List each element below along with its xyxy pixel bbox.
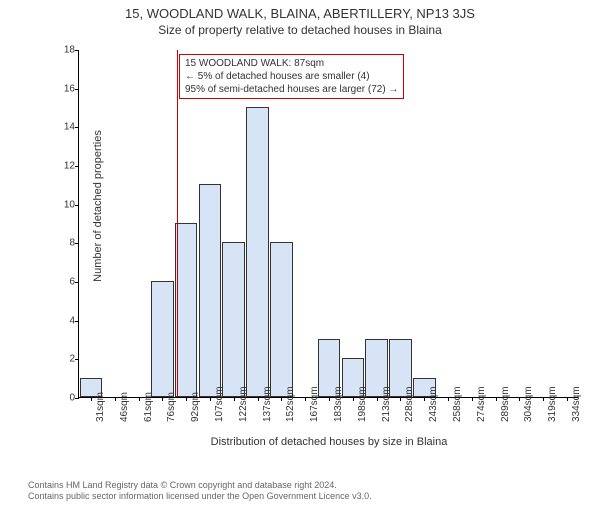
y-tick-label: 0 bbox=[51, 393, 75, 404]
y-tick-mark bbox=[75, 166, 79, 167]
y-tick-mark bbox=[75, 398, 79, 399]
y-tick-label: 14 bbox=[51, 122, 75, 133]
histogram-bar bbox=[222, 242, 245, 397]
x-tick-label: 274sqm bbox=[476, 386, 487, 422]
reference-line bbox=[177, 50, 178, 397]
y-tick-label: 10 bbox=[51, 199, 75, 210]
y-tick-mark bbox=[75, 243, 79, 244]
info-line-1: 15 WOODLAND WALK: 87sqm bbox=[185, 57, 398, 70]
x-tick-mark bbox=[496, 397, 497, 401]
y-tick-label: 16 bbox=[51, 83, 75, 94]
x-tick-mark bbox=[472, 397, 473, 401]
x-tick-mark bbox=[281, 397, 282, 401]
y-tick-mark bbox=[75, 205, 79, 206]
y-tick-label: 18 bbox=[51, 45, 75, 56]
x-tick-mark bbox=[210, 397, 211, 401]
x-tick-label: 31sqm bbox=[95, 392, 106, 422]
reference-info-box: 15 WOODLAND WALK: 87sqm ← 5% of detached… bbox=[179, 54, 404, 99]
y-tick-mark bbox=[75, 282, 79, 283]
histogram-bar bbox=[199, 184, 222, 397]
info-line-3: 95% of semi-detached houses are larger (… bbox=[185, 83, 398, 96]
y-tick-mark bbox=[75, 321, 79, 322]
y-tick-mark bbox=[75, 89, 79, 90]
x-tick-mark bbox=[329, 397, 330, 401]
chart-container: Number of detached properties 15 WOODLAN… bbox=[50, 50, 580, 440]
x-tick-mark bbox=[139, 397, 140, 401]
x-tick-mark bbox=[234, 397, 235, 401]
x-tick-label: 289sqm bbox=[500, 386, 511, 422]
x-axis-label: Distribution of detached houses by size … bbox=[78, 436, 580, 458]
x-tick-label: 304sqm bbox=[523, 386, 534, 422]
x-tick-label: 334sqm bbox=[571, 386, 582, 422]
y-tick-mark bbox=[75, 359, 79, 360]
x-tick-mark bbox=[377, 397, 378, 401]
y-tick-label: 6 bbox=[51, 277, 75, 288]
x-tick-mark bbox=[424, 397, 425, 401]
x-tick-mark bbox=[448, 397, 449, 401]
y-tick-label: 12 bbox=[51, 161, 75, 172]
plot-area: 15 WOODLAND WALK: 87sqm ← 5% of detached… bbox=[78, 50, 578, 398]
x-tick-mark bbox=[400, 397, 401, 401]
y-tick-mark bbox=[75, 50, 79, 51]
x-tick-label: 258sqm bbox=[452, 386, 463, 422]
y-tick-label: 4 bbox=[51, 315, 75, 326]
x-tick-label: 46sqm bbox=[119, 392, 130, 422]
x-tick-mark bbox=[115, 397, 116, 401]
histogram-bar bbox=[270, 242, 293, 397]
x-tick-mark bbox=[543, 397, 544, 401]
y-tick-label: 2 bbox=[51, 354, 75, 365]
x-tick-mark bbox=[305, 397, 306, 401]
x-tick-label: 319sqm bbox=[547, 386, 558, 422]
x-tick-label: 243sqm bbox=[428, 386, 439, 422]
y-tick-label: 8 bbox=[51, 238, 75, 249]
x-tick-mark bbox=[162, 397, 163, 401]
footer-attribution: Contains HM Land Registry data © Crown c… bbox=[28, 480, 372, 502]
x-tick-mark bbox=[258, 397, 259, 401]
x-tick-mark bbox=[519, 397, 520, 401]
x-tick-mark bbox=[186, 397, 187, 401]
histogram-bar bbox=[246, 107, 269, 397]
footer-line-1: Contains HM Land Registry data © Crown c… bbox=[28, 480, 372, 491]
histogram-bar bbox=[175, 223, 198, 397]
x-tick-mark bbox=[91, 397, 92, 401]
title-main: 15, WOODLAND WALK, BLAINA, ABERTILLERY, … bbox=[0, 6, 600, 21]
info-line-2: ← 5% of detached houses are smaller (4) bbox=[185, 70, 398, 83]
x-tick-label: 152sqm bbox=[285, 386, 296, 422]
histogram-bar bbox=[151, 281, 174, 397]
footer-line-2: Contains public sector information licen… bbox=[28, 491, 372, 502]
x-tick-mark bbox=[353, 397, 354, 401]
y-tick-mark bbox=[75, 127, 79, 128]
title-sub: Size of property relative to detached ho… bbox=[0, 23, 600, 37]
x-tick-mark bbox=[567, 397, 568, 401]
